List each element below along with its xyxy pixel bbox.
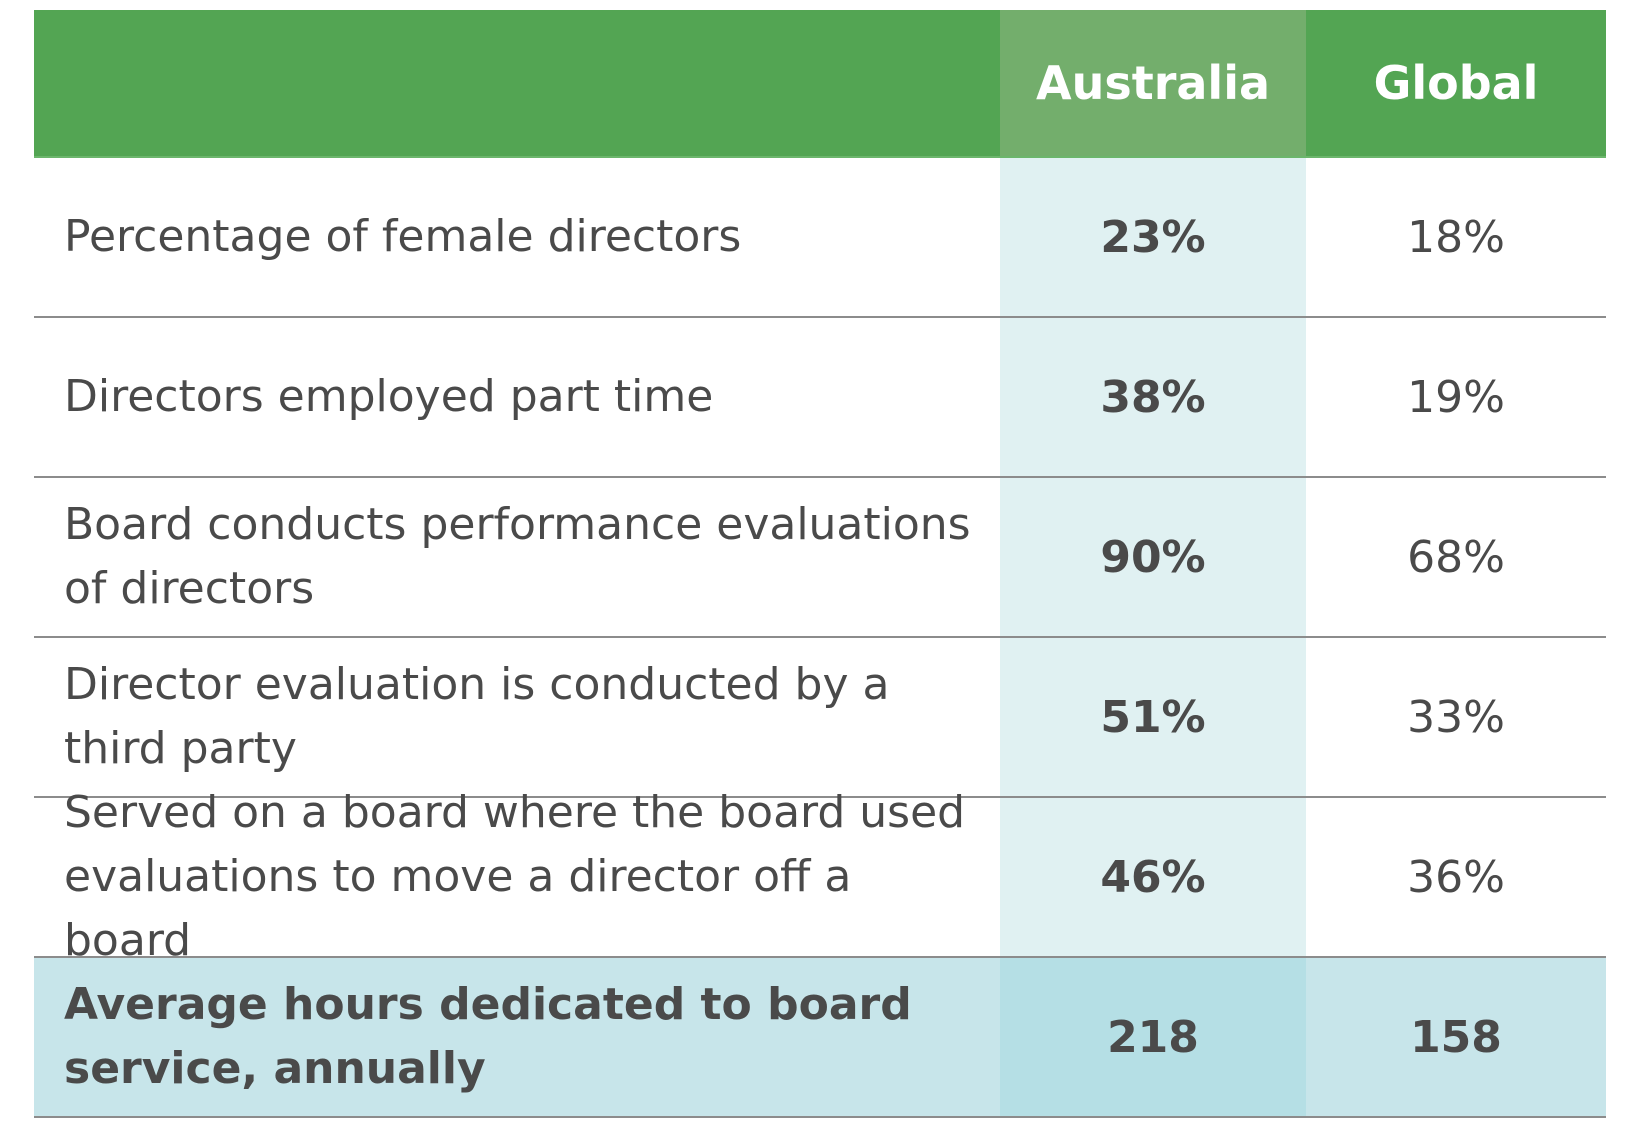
table-row: Directors employed part time 38% 19%	[34, 318, 1606, 478]
comparison-table: Australia Global Percentage of female di…	[34, 10, 1606, 1118]
global-value: 18%	[1407, 211, 1505, 263]
row-label: Average hours dedicated to board service…	[64, 979, 912, 1094]
global-value: 19%	[1407, 371, 1505, 423]
summary-row: Average hours dedicated to board service…	[34, 958, 1606, 1118]
header-label-cell	[34, 10, 1000, 156]
table-row: Director evaluation is conducted by a th…	[34, 638, 1606, 798]
australia-value: 38%	[1000, 318, 1306, 476]
header-australia: Australia	[1000, 10, 1306, 156]
table-row: Board conducts performance evaluations o…	[34, 478, 1606, 638]
table-row: Served on a board where the board used e…	[34, 787, 1606, 966]
australia-value: 90%	[1000, 478, 1306, 636]
australia-value: 23%	[1000, 158, 1306, 316]
australia-value: 51%	[1000, 638, 1306, 796]
row-label: Percentage of female directors	[64, 211, 742, 262]
global-value: 36%	[1407, 851, 1505, 903]
australia-value: 46%	[1000, 798, 1306, 956]
global-value: 33%	[1407, 691, 1505, 743]
table-row: Percentage of female directors 23% 18%	[34, 158, 1606, 318]
row-label: Served on a board where the board used e…	[64, 787, 966, 966]
row-label: Director evaluation is conducted by a th…	[64, 659, 890, 774]
australia-value: 218	[1000, 958, 1306, 1116]
global-value: 158	[1410, 1011, 1502, 1063]
row-label: Board conducts performance evaluations o…	[64, 499, 971, 614]
header-global: Global	[1373, 56, 1539, 110]
global-value: 68%	[1407, 531, 1505, 583]
row-label: Directors employed part time	[64, 371, 714, 422]
table-header-row: Australia Global	[34, 10, 1606, 158]
